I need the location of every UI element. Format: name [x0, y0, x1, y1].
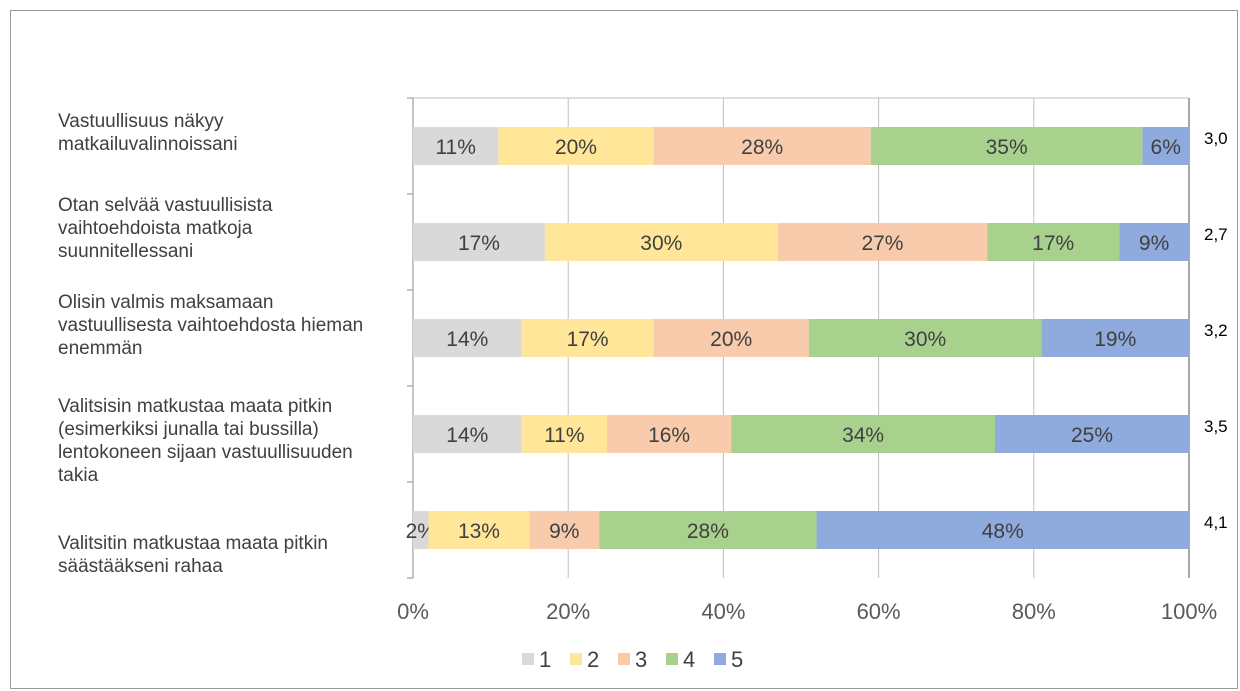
data-label-4-3: 16% — [648, 424, 690, 447]
bar-segment-4-5 — [995, 415, 1189, 453]
data-label-5-3: 9% — [549, 520, 579, 543]
bar-segment-3-5 — [1041, 319, 1189, 357]
bar-segment-5-2 — [428, 511, 530, 549]
legend-label-3: 3 — [635, 647, 647, 672]
x-tick-label-2: 40% — [701, 599, 745, 624]
x-tick-label-4: 80% — [1012, 599, 1056, 624]
legend-label-1: 1 — [539, 647, 551, 672]
x-tick-label-3: 60% — [857, 599, 901, 624]
data-label-3-2: 17% — [567, 328, 609, 351]
legend-swatch-2 — [570, 653, 582, 665]
category-label-4: Valitsisin matkustaa maata pitkin (esime… — [58, 396, 353, 486]
data-label-4-5: 25% — [1071, 424, 1113, 447]
bar-segment-3-1 — [413, 319, 522, 357]
bar-segment-5-5 — [816, 511, 1189, 549]
bar-segment-2-4 — [987, 223, 1120, 261]
data-label-5-1: 2% — [406, 520, 436, 543]
legend-swatch-4 — [666, 653, 678, 665]
data-label-2-2: 30% — [640, 232, 682, 255]
average-label-3: 3,2 — [1204, 321, 1228, 340]
bar-segment-2-2 — [544, 223, 778, 261]
bar-segment-5-1 — [413, 511, 429, 549]
data-label-3-3: 20% — [710, 328, 752, 351]
bar-segment-4-1 — [413, 415, 522, 453]
bar-segment-3-2 — [521, 319, 654, 357]
data-label-1-5: 6% — [1151, 136, 1181, 159]
bar-segment-2-5 — [1119, 223, 1189, 261]
x-tick-label-1: 20% — [546, 599, 590, 624]
bar-segment-2-3 — [777, 223, 988, 261]
bar-segment-1-5 — [1142, 127, 1189, 165]
bar-segment-5-4 — [599, 511, 817, 549]
legend-swatch-5 — [714, 653, 726, 665]
data-label-2-5: 9% — [1139, 232, 1169, 255]
legend-swatch-1 — [522, 653, 534, 665]
bar-segment-3-4 — [808, 319, 1042, 357]
data-label-3-1: 14% — [446, 328, 488, 351]
x-tick-label-5: 100% — [1161, 599, 1217, 624]
data-label-4-2: 11% — [544, 424, 584, 447]
bar-segment-1-4 — [870, 127, 1143, 165]
average-label-2: 2,7 — [1204, 225, 1228, 244]
bar-segment-3-3 — [653, 319, 809, 357]
x-tick-label-0: 0% — [397, 599, 429, 624]
data-label-5-2: 13% — [458, 520, 500, 543]
average-label-1: 3,0 — [1204, 129, 1228, 148]
data-label-1-3: 28% — [741, 136, 783, 159]
data-label-1-1: 11% — [435, 136, 475, 159]
legend-label-4: 4 — [683, 647, 695, 672]
data-label-5-5: 48% — [982, 520, 1024, 543]
data-label-4-4: 34% — [842, 424, 884, 447]
category-label-1: Vastuullisuus näkyy matkailuvalinnoissan… — [58, 111, 238, 155]
bar-segment-1-2 — [498, 127, 654, 165]
bar-segment-4-4 — [731, 415, 995, 453]
category-label-5: Valitsitin matkustaa maata pitkin säästä… — [58, 533, 328, 577]
data-label-5-4: 28% — [687, 520, 729, 543]
data-label-1-2: 20% — [555, 136, 597, 159]
data-label-2-1: 17% — [458, 232, 500, 255]
data-label-4-1: 14% — [446, 424, 488, 447]
bar-segment-4-3 — [607, 415, 732, 453]
data-label-2-3: 27% — [861, 232, 903, 255]
bar-segment-1-1 — [413, 127, 499, 165]
average-label-4: 3,5 — [1204, 417, 1228, 436]
legend-label-2: 2 — [587, 647, 599, 672]
category-label-2: Otan selvää vastuullisista vaihtoehdoist… — [58, 194, 273, 262]
data-label-1-4: 35% — [986, 136, 1028, 159]
bar-segment-1-3 — [653, 127, 871, 165]
data-label-2-4: 17% — [1032, 232, 1074, 255]
legend-swatch-3 — [618, 653, 630, 665]
data-label-3-4: 30% — [904, 328, 946, 351]
average-label-5: 4,1 — [1204, 513, 1228, 532]
bar-segment-5-3 — [529, 511, 600, 549]
bar-segment-4-2 — [521, 415, 607, 453]
bar-segment-2-1 — [413, 223, 545, 261]
legend-label-5: 5 — [731, 647, 743, 672]
category-label-3: Olisin valmis maksamaan vastuullisesta v… — [58, 291, 364, 359]
data-label-3-5: 19% — [1094, 328, 1136, 351]
